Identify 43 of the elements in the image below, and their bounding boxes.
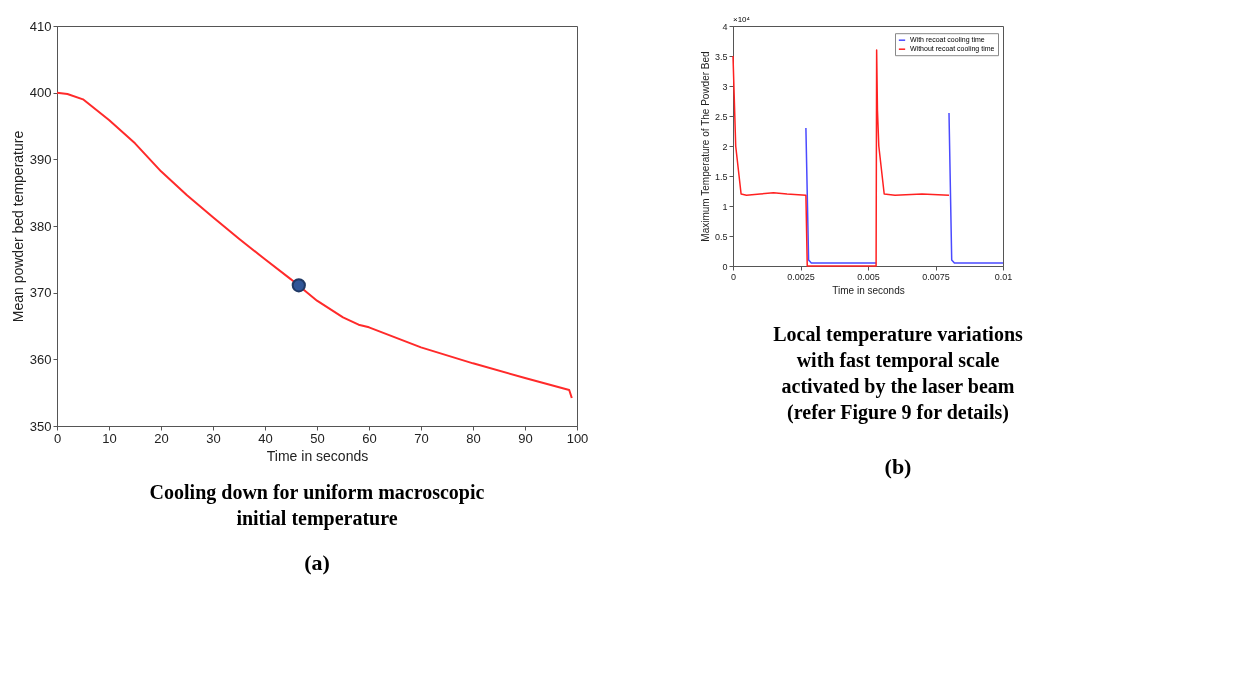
y-tick-label: 4 (722, 21, 728, 32)
x-tick-label: 50 (310, 430, 325, 446)
text: Cooling down for uniform macroscopic initial temperature (149, 481, 485, 530)
text: (b) (884, 454, 912, 480)
y-tick-label: 390 (29, 151, 52, 167)
x-tick-label: 90 (518, 430, 533, 446)
x-tick-label: 0.0075 (922, 271, 950, 282)
y-tick-label: 0.5 (714, 231, 728, 242)
line-series (732, 49, 950, 267)
x-axis-title: Time in seconds (832, 284, 905, 296)
y-tick-label: 410 (29, 18, 52, 34)
x-tick-label: 70 (414, 430, 429, 446)
x-tick-label: 0.005 (857, 271, 880, 282)
y-axis-title: Maximum Temperature of The Powder Bed (699, 51, 711, 242)
y-tick-label: 2.5 (714, 111, 728, 122)
y-tick-label: 380 (29, 218, 52, 234)
x-tick-label: 10 (102, 430, 117, 446)
y-tick-label: 2 (722, 141, 728, 152)
x-tick-label: 60 (362, 430, 377, 446)
y-axis-title: Mean powder bed temperature (9, 130, 26, 323)
y-tick-label: 400 (29, 85, 52, 101)
x-tick-label: 40 (258, 430, 273, 446)
text: ×10⁴ (733, 15, 751, 24)
line-series (56, 91, 573, 399)
x-tick-label: 0 (730, 271, 737, 282)
y-tick-label: 3.5 (714, 51, 728, 62)
y-tick-label: 3 (722, 81, 728, 92)
y-tick-label: 1.5 (714, 171, 728, 182)
y-tick-label: 1 (722, 201, 728, 212)
y-tick-label: 360 (29, 351, 52, 367)
x-tick-label: 80 (466, 430, 481, 446)
text: (a) (304, 550, 330, 576)
x-axis-title: Time in seconds (266, 447, 369, 464)
x-tick-label: 20 (154, 430, 169, 446)
x-tick-label: 0 (53, 430, 62, 446)
y-tick-label: 0 (722, 261, 728, 272)
x-tick-label: 0.01 (994, 271, 1013, 282)
x-tick-label: 30 (206, 430, 221, 446)
y-tick-label: 350 (29, 418, 52, 434)
x-tick-label: 100 (566, 430, 589, 446)
text: Local temperature variations with fast temporal scale activated by the laser beam (refer Figure 9 for details) (773, 323, 1023, 424)
x-tick-label: 0.0025 (787, 271, 815, 282)
y-tick-label: 370 (29, 285, 52, 301)
